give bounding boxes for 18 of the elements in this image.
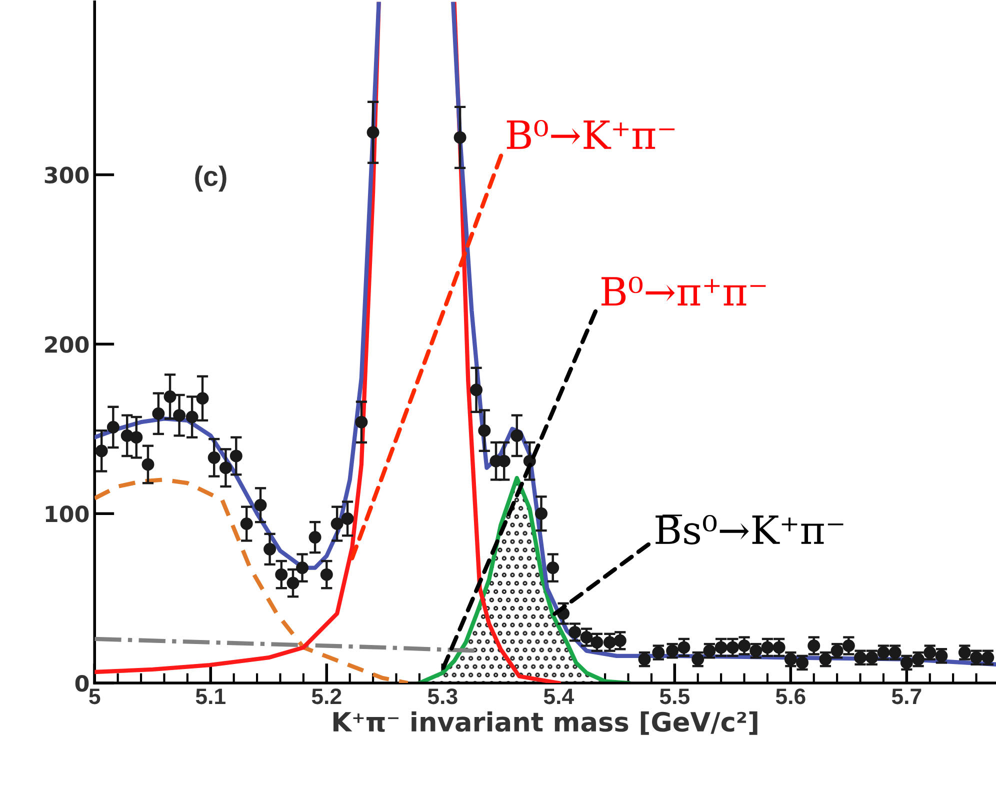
x-tick-label: 5 <box>89 688 100 704</box>
x-tick-label: 5.1 <box>196 688 226 704</box>
x-tick-label: 5.6 <box>776 688 806 704</box>
annotation: (c) <box>195 166 226 192</box>
annotation: B⁰→π⁺π⁻ <box>602 276 766 306</box>
x-tick-label: 5.5 <box>660 688 690 704</box>
x-tick-label: 5.2 <box>312 688 342 704</box>
x-axis-title: K⁺π⁻ invariant mass [GeV/c²] <box>333 711 758 735</box>
y-tick-label: 100 <box>46 506 89 522</box>
y-tick-label: 300 <box>44 166 89 184</box>
y-tick-label: 0 <box>75 674 89 692</box>
annotation: B̅s⁰→K⁺π⁻ <box>656 514 844 544</box>
y-tick-label: 200 <box>45 336 89 353</box>
annotation: B⁰→K⁺π⁻ <box>506 120 675 149</box>
line-series <box>94 478 410 684</box>
x-tick-label: 5.4 <box>544 688 574 704</box>
x-tick-label: 5.7 <box>892 688 922 704</box>
x-tick-label: 5.3 <box>428 688 458 704</box>
